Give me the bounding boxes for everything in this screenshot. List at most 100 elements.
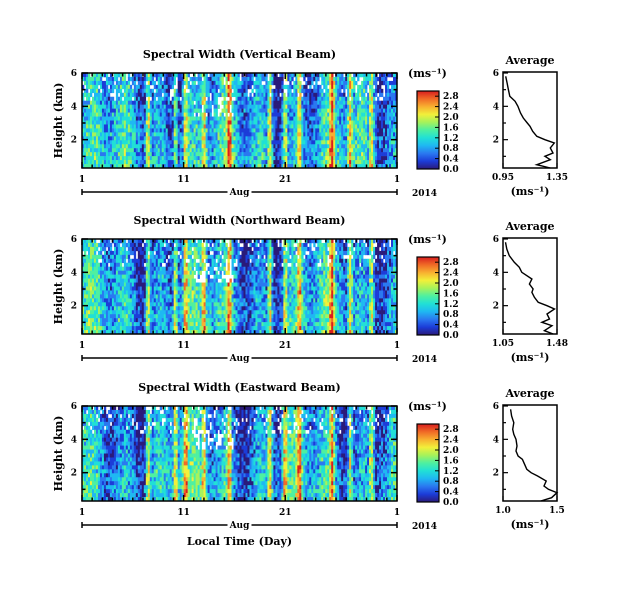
heatmap-cell (213, 84, 216, 90)
heatmap-cell (245, 156, 248, 161)
heatmap-cell (391, 112, 394, 117)
heatmap-cell (287, 120, 290, 125)
heatmap-cell (281, 84, 284, 90)
heatmap-cell (299, 124, 302, 129)
heatmap-cell (89, 136, 93, 141)
heatmap-cell (177, 298, 180, 303)
heatmap-cell (331, 92, 334, 98)
heatmap-cell (381, 92, 384, 98)
heatmap-cell (111, 100, 115, 105)
heatmap-cell (135, 76, 139, 82)
heatmap-cell (145, 322, 149, 327)
heatmap-cell (191, 132, 194, 137)
heatmap-cell (285, 104, 288, 109)
heatmap-cell (253, 84, 256, 90)
heatmap-cell (111, 322, 115, 327)
heatmap-cell (257, 92, 260, 98)
heatmap-cell (95, 160, 99, 165)
heatmap-cell (125, 128, 129, 133)
heatmap-cell (393, 84, 396, 90)
heatmap-cell (161, 278, 165, 283)
heatmap-cell (387, 112, 390, 117)
heatmap-cell (391, 152, 394, 157)
heatmap-cell (143, 242, 147, 248)
heatmap-cell (365, 156, 368, 161)
heatmap-cell (203, 112, 206, 117)
heatmap-cell (137, 92, 141, 98)
heatmap-cell (377, 116, 380, 121)
heatmap-cell (201, 100, 204, 105)
heatmap-cell (165, 286, 169, 291)
heatmap-cell (327, 144, 330, 149)
heatmap-cell (243, 152, 246, 157)
heatmap-cell (101, 282, 105, 287)
heatmap-cell (159, 270, 163, 275)
heatmap-cell (213, 156, 216, 161)
heatmap-cell (187, 160, 190, 165)
heatmap-cell (267, 96, 270, 102)
heatmap-cell (115, 144, 119, 149)
heatmap-cell (127, 140, 131, 145)
heatmap-cell (149, 306, 153, 311)
heatmap-cell (239, 88, 242, 94)
heatmap-cell (379, 76, 382, 82)
heatmap-cell (147, 290, 151, 295)
heatmap-cell (153, 286, 157, 291)
heatmap-cell (135, 286, 139, 291)
heatmap-cell (97, 116, 101, 121)
heatmap-cell (149, 164, 153, 169)
heatmap-cell (105, 322, 109, 327)
heatmap-cell (237, 132, 240, 137)
heatmap-cell (179, 136, 182, 141)
heatmap-cell (85, 92, 89, 98)
heatmap-cell (123, 104, 127, 109)
heatmap-cell (261, 156, 264, 161)
heatmap-cell (87, 330, 91, 335)
heatmap-cell (347, 120, 350, 125)
heatmap-cell (287, 140, 290, 145)
heatmap-cell (121, 84, 125, 90)
heatmap-cell (125, 310, 129, 315)
heatmap-cell (259, 73, 262, 78)
heatmap-cell (117, 108, 121, 113)
heatmap-cell (265, 96, 268, 102)
heatmap-cell (387, 152, 390, 157)
heatmap-cell (359, 152, 362, 157)
heatmap-cell (311, 160, 314, 165)
heatmap-cell (119, 330, 123, 335)
heatmap-cell (155, 148, 159, 153)
heatmap-cell (187, 278, 190, 283)
heatmap-cell (129, 294, 133, 299)
heatmap-cell (165, 136, 169, 141)
heatmap-cell (139, 156, 143, 161)
heatmap-cell (89, 112, 93, 117)
heatmap-cell (267, 116, 270, 121)
heatmap-cell (149, 274, 153, 279)
heatmap-cell (119, 128, 123, 133)
heatmap-cell (173, 76, 176, 82)
heatmap-cell (145, 100, 149, 105)
heatmap-cell (183, 274, 186, 279)
heatmap-cell (113, 128, 117, 133)
heatmap-cell (95, 298, 99, 303)
heatmap-cell (111, 76, 115, 82)
heatmap-cell (87, 144, 91, 149)
heatmap-cell (335, 132, 338, 137)
heatmap-cell (275, 124, 278, 129)
heatmap-cell (311, 156, 314, 161)
heatmap-cell (133, 73, 137, 78)
heatmap-cell (173, 306, 176, 311)
heatmap-cell (155, 310, 159, 315)
heatmap-cell (155, 239, 159, 244)
heatmap-cell (115, 286, 119, 291)
heatmap-cell (183, 164, 186, 169)
heatmap-cell (239, 152, 242, 157)
heatmap-cell (101, 310, 105, 315)
heatmap-cell (151, 282, 155, 287)
heatmap-cell (157, 132, 161, 137)
heatmap-cell (247, 132, 250, 137)
heatmap-cell (107, 274, 111, 279)
heatmap-cell (349, 124, 352, 129)
heatmap-cell (85, 76, 89, 82)
heatmap-cell (187, 128, 190, 133)
